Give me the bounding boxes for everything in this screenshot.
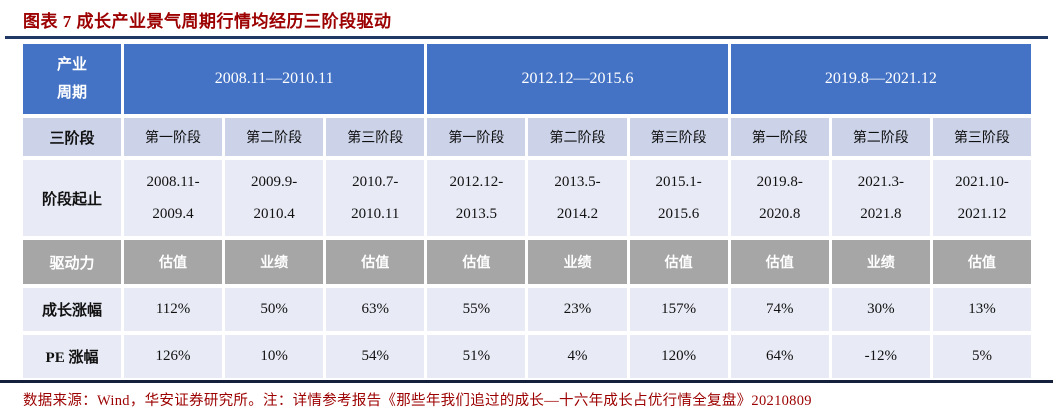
stage-span-cell: 2013.5- 2014.2 — [528, 160, 627, 236]
pe-value-cell: 64% — [730, 335, 829, 378]
pe-value-cell: 10% — [225, 335, 324, 378]
driver-cell: 业绩 — [831, 240, 930, 284]
stage-span-cell: 2015.1- 2015.6 — [629, 160, 728, 236]
bottom-rule — [0, 380, 1053, 383]
span-end: 2013.5 — [455, 206, 497, 222]
growth-value-cell: 30% — [831, 288, 930, 331]
driver-cell: 业绩 — [528, 240, 627, 284]
span-start: 2015.1- — [655, 173, 702, 190]
span-end: 2010.11 — [351, 206, 400, 222]
driver-cell: 估值 — [124, 240, 223, 284]
row-label-pe: PE 涨幅 — [23, 335, 121, 378]
stage-name-cell: 第二阶段 — [225, 118, 324, 156]
figure-title: 图表 7 成长产业景气周期行情均经历三阶段驱动 — [23, 12, 392, 31]
span-end: 2010.4 — [253, 206, 295, 222]
pe-value-cell: 5% — [932, 335, 1031, 378]
driver-cell: 估值 — [730, 240, 829, 284]
span-start: 2012.12- — [449, 173, 504, 190]
growth-value-cell: 63% — [326, 288, 425, 331]
stage-name-cell: 第一阶段 — [427, 118, 526, 156]
row-label-stage: 三阶段 — [23, 118, 121, 156]
growth-value-cell: 13% — [932, 288, 1031, 331]
growth-value-cell: 23% — [528, 288, 627, 331]
stage-name-cell: 第二阶段 — [831, 118, 930, 156]
driver-cell: 业绩 — [225, 240, 324, 284]
span-start: 2008.11- — [146, 173, 200, 190]
stage-name-cell: 第一阶段 — [124, 118, 223, 156]
period-header: 2012.12—2015.6 — [427, 44, 728, 114]
span-end: 2014.2 — [556, 206, 599, 222]
stage-span-cell: 2012.12- 2013.5 — [427, 160, 526, 236]
stage-table: 产业 周期 2008.11—2010.11 2012.12—2015.6 201… — [23, 44, 1031, 378]
pe-value-cell: 120% — [629, 335, 728, 378]
span-start: 2013.5- — [554, 173, 601, 190]
row-label-driver: 驱动力 — [23, 240, 121, 284]
stage-name-cell: 第一阶段 — [730, 118, 829, 156]
driver-cell: 估值 — [629, 240, 728, 284]
corner-cell: 产业 周期 — [23, 44, 121, 114]
span-end: 2020.8 — [759, 206, 801, 222]
span-end: 2021.12 — [957, 206, 1007, 222]
pe-value-cell: -12% — [831, 335, 930, 378]
stage-span-cell: 2021.3- 2021.8 — [831, 160, 930, 236]
span-end: 2015.6 — [657, 206, 700, 222]
stage-name-cell: 第三阶段 — [932, 118, 1031, 156]
stage-span-cell: 2008.11- 2009.4 — [124, 160, 223, 236]
growth-value-cell: 55% — [427, 288, 526, 331]
pe-value-cell: 51% — [427, 335, 526, 378]
pe-value-cell: 4% — [528, 335, 627, 378]
driver-cell: 估值 — [326, 240, 425, 284]
stage-span-cell: 2021.10- 2021.12 — [932, 160, 1031, 236]
span-start: 2019.8- — [756, 173, 803, 190]
growth-value-cell: 157% — [629, 288, 728, 331]
stage-span-cell: 2009.9- 2010.4 — [225, 160, 324, 236]
stage-span-cell: 2019.8- 2020.8 — [730, 160, 829, 236]
span-start: 2009.9- — [251, 173, 298, 190]
pe-value-cell: 126% — [124, 335, 223, 378]
stage-name-cell: 第二阶段 — [528, 118, 627, 156]
growth-value-cell: 50% — [225, 288, 324, 331]
span-end: 2009.4 — [152, 206, 194, 222]
driver-cell: 估值 — [932, 240, 1031, 284]
stage-name-cell: 第三阶段 — [326, 118, 425, 156]
source-note: 数据来源：Wind，华安证券研究所。注：详情参考报告《那些年我们追过的成长—十六… — [23, 393, 812, 409]
period-header: 2019.8—2021.12 — [730, 44, 1031, 114]
growth-value-cell: 74% — [730, 288, 829, 331]
stage-span-cell: 2010.7- 2010.11 — [326, 160, 425, 236]
pe-value-cell: 54% — [326, 335, 425, 378]
row-label-span: 阶段起止 — [23, 160, 121, 236]
span-start: 2021.3- — [857, 173, 904, 190]
top-rule — [5, 36, 1048, 39]
row-label-growth: 成长涨幅 — [23, 288, 121, 331]
driver-cell: 估值 — [427, 240, 526, 284]
span-start: 2010.7- — [352, 173, 399, 190]
span-start: 2021.10- — [955, 173, 1009, 190]
stage-name-cell: 第三阶段 — [629, 118, 728, 156]
span-end: 2021.8 — [860, 206, 902, 222]
period-header: 2008.11—2010.11 — [124, 44, 425, 114]
growth-value-cell: 112% — [124, 288, 223, 331]
